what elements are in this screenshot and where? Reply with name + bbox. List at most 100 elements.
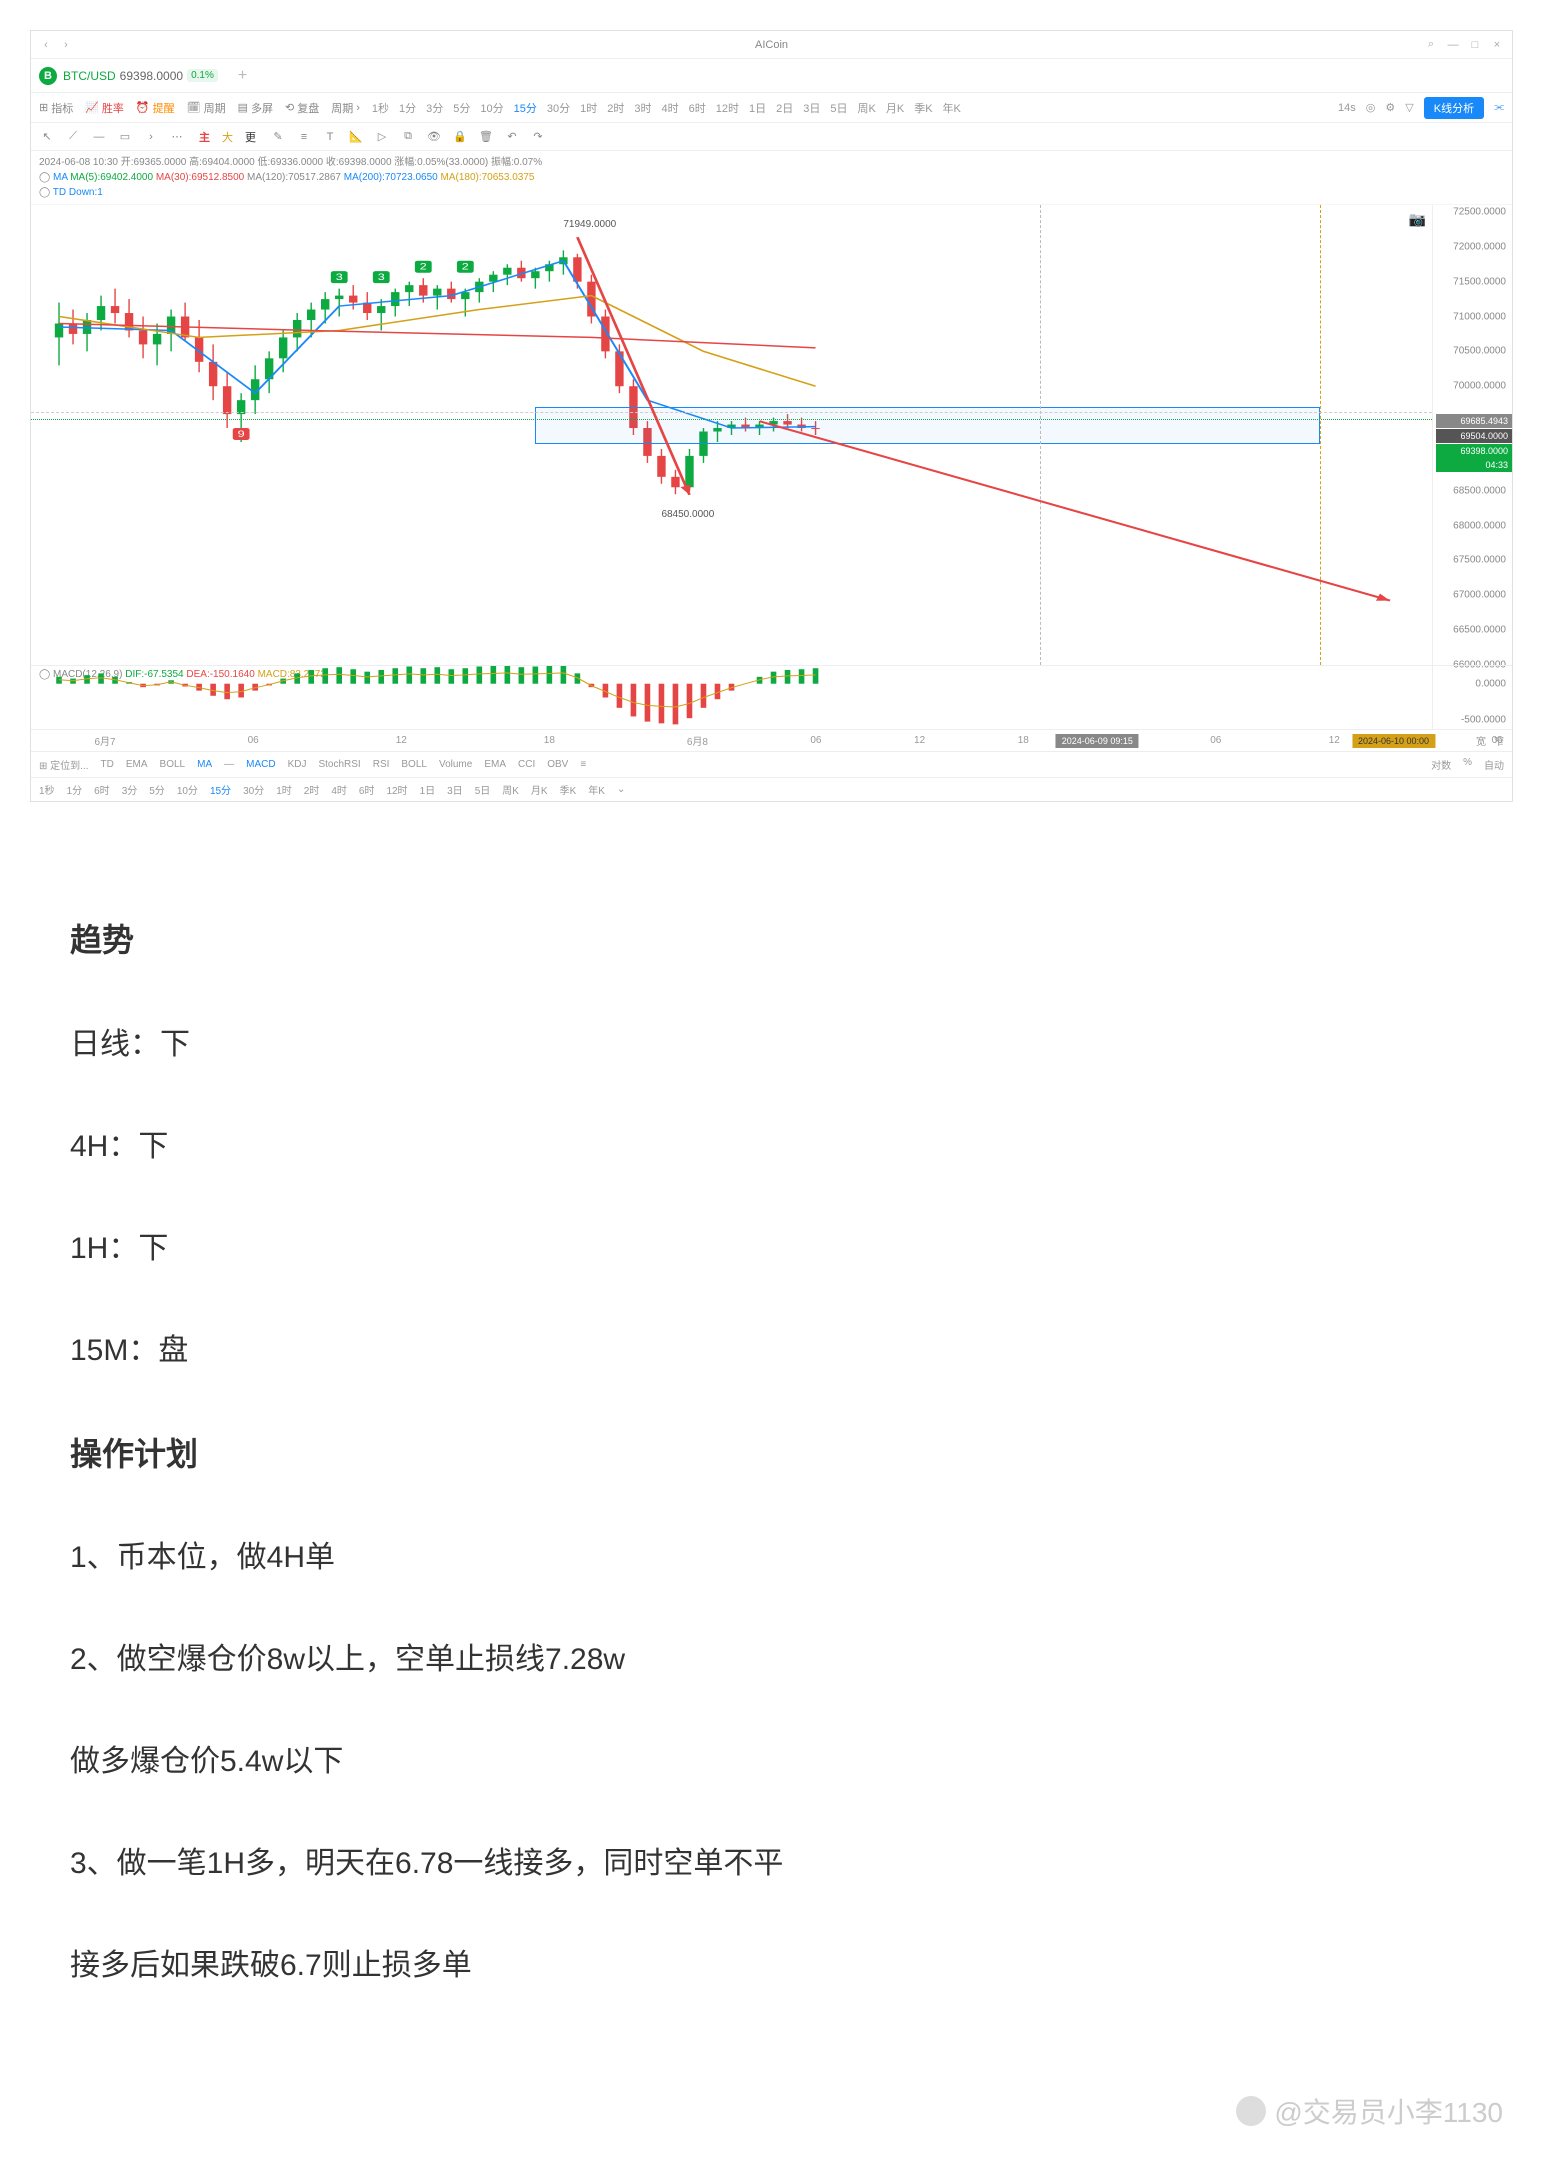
- tf-10分[interactable]: 10分: [480, 100, 503, 116]
- kline-analysis-button[interactable]: K线分析: [1424, 97, 1484, 119]
- tf-1时[interactable]: 1时: [580, 100, 597, 116]
- toolbar-alert[interactable]: ⏰提醒: [136, 100, 175, 116]
- chevron-icon[interactable]: ›: [143, 131, 159, 143]
- tf-1分[interactable]: 1分: [399, 100, 416, 116]
- target-icon[interactable]: ◎: [1366, 101, 1376, 114]
- tf-2时[interactable]: 2时: [607, 100, 624, 116]
- fib-icon[interactable]: ≡: [296, 131, 312, 143]
- macd-subchart[interactable]: ◯ MACD(12,26,9) DIF:-67.5354 DEA:-150.16…: [31, 665, 1512, 729]
- tf2-1分[interactable]: 1分: [67, 782, 83, 797]
- tf2-3日[interactable]: 3日: [447, 782, 463, 797]
- zoom-main[interactable]: 主: [195, 128, 214, 146]
- indicator-EMA[interactable]: EMA: [484, 759, 506, 770]
- share-icon[interactable]: ⫘: [1494, 101, 1504, 114]
- toolbar-cycle[interactable]: 🗓周期: [187, 100, 226, 116]
- tf-3时[interactable]: 3时: [634, 100, 651, 116]
- ruler-icon[interactable]: 📐: [348, 130, 364, 143]
- minimize-icon[interactable]: —: [1446, 38, 1460, 52]
- new-tab-button[interactable]: +: [238, 67, 247, 85]
- locate-button[interactable]: ⊞ 定位到...: [39, 757, 89, 772]
- tf2-季K[interactable]: 季K: [560, 782, 577, 797]
- xaxis-opt-1[interactable]: 宽: [1476, 733, 1486, 748]
- search-icon[interactable]: ⌕: [1424, 38, 1438, 52]
- tf2-1时[interactable]: 1时: [276, 782, 292, 797]
- tf2-4时[interactable]: 4时: [331, 782, 347, 797]
- cursor-icon[interactable]: ↖: [39, 130, 55, 143]
- settings-icon[interactable]: ⚙: [1385, 101, 1395, 114]
- tf2-6时[interactable]: 6时: [94, 782, 110, 797]
- screenshot-icon[interactable]: 📷: [1409, 211, 1426, 228]
- toolbar-indicator[interactable]: ⊞指标: [39, 100, 73, 116]
- tf-5日[interactable]: 5日: [830, 100, 847, 116]
- tf-1秒[interactable]: 1秒: [372, 100, 389, 116]
- tf2-3分[interactable]: 3分: [122, 782, 138, 797]
- tf2-expand-icon[interactable]: ⌄: [617, 784, 625, 795]
- indicator-OBV[interactable]: OBV: [547, 759, 568, 770]
- indicator-TD[interactable]: TD: [101, 759, 114, 770]
- indicator-—[interactable]: —: [224, 759, 234, 770]
- tf-5分[interactable]: 5分: [453, 100, 470, 116]
- forward-icon[interactable]: ›: [59, 38, 73, 52]
- redo-icon[interactable]: ↷: [530, 130, 546, 143]
- tf2-年K[interactable]: 年K: [588, 782, 605, 797]
- indicator-BOLL[interactable]: BOLL: [160, 759, 186, 770]
- maximize-icon[interactable]: □: [1468, 38, 1482, 52]
- tf-季K[interactable]: 季K: [914, 100, 932, 116]
- indicator-EMA[interactable]: EMA: [126, 759, 148, 770]
- line-icon[interactable]: ⟋: [65, 130, 81, 143]
- back-icon[interactable]: ‹: [39, 38, 53, 52]
- indicator-Volume[interactable]: Volume: [439, 759, 472, 770]
- close-icon[interactable]: ×: [1490, 38, 1504, 52]
- tf-3分[interactable]: 3分: [426, 100, 443, 116]
- tf-6时[interactable]: 6时: [689, 100, 706, 116]
- tf-30分[interactable]: 30分: [547, 100, 570, 116]
- toolbar-winrate[interactable]: 📈胜率: [85, 100, 124, 116]
- play-icon[interactable]: ▷: [374, 130, 390, 143]
- tf-3日[interactable]: 3日: [803, 100, 820, 116]
- indicator-StochRSI[interactable]: StochRSI: [318, 759, 360, 770]
- tf-2日[interactable]: 2日: [776, 100, 793, 116]
- magnet-icon[interactable]: ⧉: [400, 130, 416, 143]
- more-icon[interactable]: ⋯: [169, 130, 185, 143]
- tf2-月K[interactable]: 月K: [531, 782, 548, 797]
- tf-1日[interactable]: 1日: [749, 100, 766, 116]
- tf-15分[interactable]: 15分: [514, 100, 537, 116]
- indbar-opt-自动[interactable]: 自动: [1484, 757, 1504, 772]
- tf2-周K[interactable]: 周K: [502, 782, 519, 797]
- lock-icon[interactable]: 🔒: [452, 130, 468, 143]
- indicator-CCI[interactable]: CCI: [518, 759, 535, 770]
- tf2-10分[interactable]: 10分: [177, 782, 198, 797]
- tf-月K[interactable]: 月K: [886, 100, 904, 116]
- text-icon[interactable]: T: [322, 131, 338, 143]
- tf2-15分[interactable]: 15分: [210, 782, 231, 797]
- tf2-12时[interactable]: 12时: [386, 782, 407, 797]
- tf2-5分[interactable]: 5分: [149, 782, 165, 797]
- eye-icon[interactable]: 👁: [426, 130, 442, 143]
- tf-年K[interactable]: 年K: [943, 100, 961, 116]
- pencil-icon[interactable]: ✎: [270, 130, 286, 143]
- tf2-5日[interactable]: 5日: [475, 782, 491, 797]
- undo-icon[interactable]: ↶: [504, 130, 520, 143]
- indicator-KDJ[interactable]: KDJ: [288, 759, 307, 770]
- toolbar-multiscreen[interactable]: ▤多屏: [238, 100, 273, 116]
- filter-icon[interactable]: ▽: [1405, 101, 1413, 114]
- indbar-more-icon[interactable]: ≡: [580, 759, 586, 770]
- tf2-6时[interactable]: 6时: [359, 782, 375, 797]
- zoom-big[interactable]: 大: [218, 128, 237, 146]
- toolbar-period[interactable]: 周期›: [331, 100, 360, 116]
- main-chart-area[interactable]: 93322 71949.0000 68450.0000 📷 72500.0000…: [31, 205, 1512, 665]
- indicator-MACD[interactable]: MACD: [246, 759, 275, 770]
- indicator-RSI[interactable]: RSI: [373, 759, 390, 770]
- tf-4时[interactable]: 4时: [662, 100, 679, 116]
- pair-symbol[interactable]: BTC/USD: [63, 69, 116, 83]
- tf-周K[interactable]: 周K: [858, 100, 876, 116]
- indbar-opt-%[interactable]: %: [1463, 757, 1472, 772]
- indicator-BOLL[interactable]: BOLL: [401, 759, 427, 770]
- trash-icon[interactable]: 🗑: [478, 130, 494, 143]
- hline-icon[interactable]: —: [91, 131, 107, 143]
- tf2-1日[interactable]: 1日: [420, 782, 436, 797]
- zoom-more[interactable]: 更: [241, 128, 260, 146]
- tf2-30分[interactable]: 30分: [243, 782, 264, 797]
- tf2-1秒[interactable]: 1秒: [39, 782, 55, 797]
- rect-icon[interactable]: ▭: [117, 130, 133, 143]
